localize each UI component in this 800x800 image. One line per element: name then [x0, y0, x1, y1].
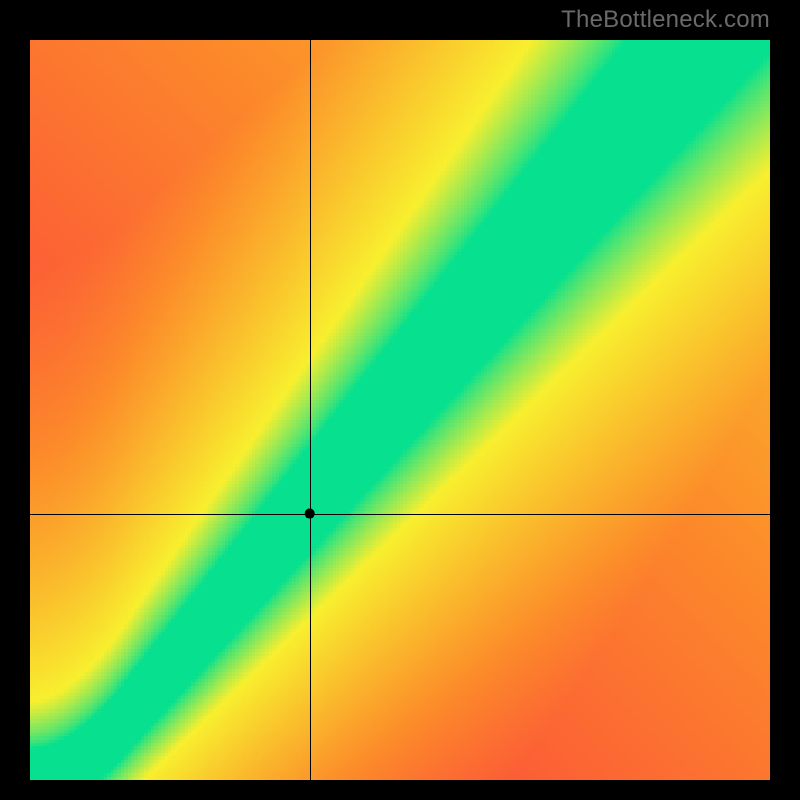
watermark-text: TheBottleneck.com: [561, 6, 770, 34]
bottleneck-heatmap: [30, 40, 770, 780]
chart-container: { "watermark": { "text": "TheBottleneck.…: [0, 0, 800, 800]
